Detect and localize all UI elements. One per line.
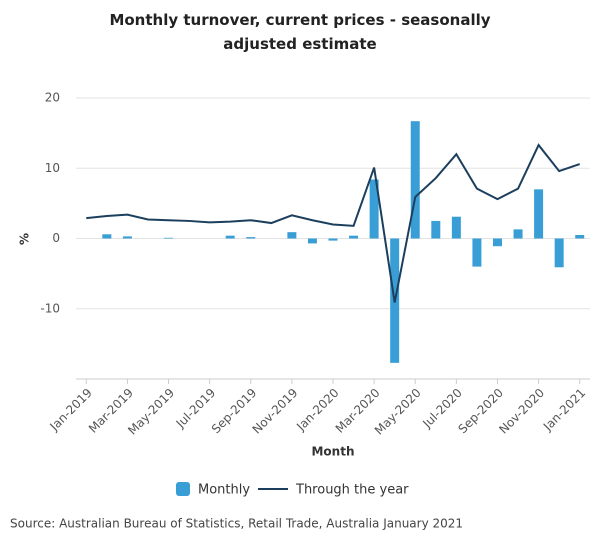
y-tick-label: 20: [45, 91, 60, 105]
bar: [451, 216, 461, 239]
bar: [472, 238, 482, 267]
bar: [246, 237, 256, 239]
bar: [492, 238, 502, 247]
bar: [513, 229, 523, 239]
bar: [575, 234, 585, 239]
chart-title: Monthly turnover, current prices - seaso…: [109, 11, 491, 53]
bar: [534, 189, 544, 239]
x-axis-label: Month: [311, 445, 354, 459]
bar: [328, 238, 338, 241]
source-note: Source: Australian Bureau of Statistics,…: [10, 517, 463, 531]
x-tick-label: Nov-2019: [250, 386, 301, 437]
legend-label: Monthly: [198, 483, 250, 498]
bar: [369, 179, 379, 239]
bar: [122, 236, 132, 239]
bar: [102, 234, 112, 239]
y-tick-label: 10: [45, 161, 60, 175]
bar: [307, 238, 317, 244]
bar: [554, 238, 564, 268]
legend-symbol: [176, 482, 190, 496]
bar: [431, 220, 441, 239]
y-tick-label: 0: [52, 231, 60, 245]
bar: [287, 232, 297, 239]
line: [86, 143, 581, 303]
x-tick-label: Nov-2020: [496, 386, 547, 437]
bar: [164, 237, 174, 239]
legend-label: Through the year: [295, 483, 409, 498]
bar: [225, 235, 235, 239]
y-axis-label: %: [18, 233, 32, 245]
bar: [410, 121, 420, 239]
bar: [349, 235, 359, 239]
x-tick-label: Jan-2021: [540, 386, 588, 434]
y-tick-label: -10: [40, 301, 60, 315]
